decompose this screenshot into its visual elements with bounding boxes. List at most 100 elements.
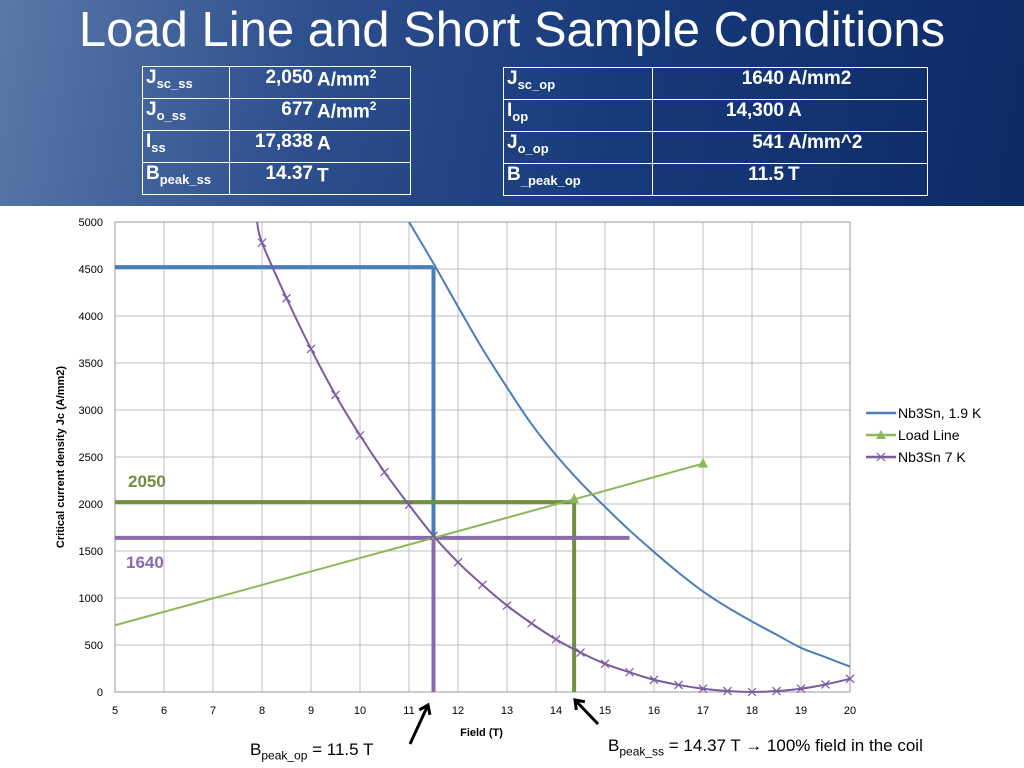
legend-item: Nb3Sn, 1.9 K (866, 405, 982, 421)
series-line-2 (256, 222, 850, 694)
y-tick-label: 3000 (79, 405, 103, 417)
table-row: Jo_ss 677 A/mm2 (142, 98, 411, 131)
nb7-marker (576, 648, 585, 657)
nb7-marker (649, 675, 659, 685)
arrow-bpeak-op (408, 702, 432, 745)
nb7-marker (772, 686, 781, 696)
param-value: 541 (652, 131, 786, 164)
nb7-marker (429, 531, 438, 541)
legend-item: Load Line (866, 427, 960, 443)
x-tick-label: 6 (161, 705, 167, 717)
nb7-marker (821, 680, 830, 689)
y-tick-label: 5000 (79, 217, 103, 229)
nb7-marker (306, 344, 316, 354)
param-unit: T (315, 162, 411, 195)
x-tick-label: 17 (697, 705, 709, 717)
table-row: Iop 14,300 A (503, 99, 928, 132)
series-line-0 (408, 222, 850, 668)
param-unit: A/mm2 (315, 66, 411, 99)
legend-label: Nb3Sn, 1.9 K (898, 405, 982, 421)
param-unit: A/mm2 (786, 67, 928, 100)
nb7-marker (331, 390, 340, 400)
param-unit: A/mm^2 (786, 131, 928, 164)
param-symbol: Jo_op (503, 131, 653, 164)
param-symbol: Iss (142, 130, 230, 163)
table-row: Bpeak_ss 14.37 T (142, 162, 411, 195)
param-value: 677 (229, 98, 315, 131)
legend-label: Load Line (898, 427, 960, 443)
nb7-marker (502, 601, 512, 610)
nb7-marker (551, 634, 561, 644)
x-tick-label: 9 (308, 705, 314, 717)
plot-frame (114, 221, 851, 693)
y-tick-label: 2500 (79, 452, 103, 464)
nb7-marker (453, 557, 463, 567)
x-tick-label: 14 (550, 705, 562, 717)
y-tick-label: 2000 (79, 499, 103, 511)
x-tick-label: 18 (746, 705, 758, 717)
nb7-marker (625, 667, 634, 677)
nb7-marker (257, 238, 267, 248)
param-value: 2,050 (229, 66, 315, 99)
param-value: 11.5 (652, 163, 786, 196)
y-tick-label: 3500 (79, 358, 103, 370)
nb7-marker (404, 500, 414, 510)
jc-field-chart: 5 6 7 8 9 10 11 12 13 14 15 16 17 18 19 20 0 500 1000 1500 2… (55, 217, 982, 745)
x-tick-label: 13 (501, 705, 513, 717)
x-tick-label: 8 (259, 705, 265, 717)
x-axis-label: Field (T) (460, 727, 503, 739)
table-row: Jsc_ss 2,050 A/mm2 (142, 66, 411, 99)
x-tick-label: 10 (354, 705, 366, 717)
nb7-marker (527, 618, 536, 628)
x-tick-label: 5 (112, 705, 118, 717)
legend-item: Nb3Sn 7 K (866, 449, 966, 465)
nb7-marker (747, 687, 757, 697)
param-unit: A (315, 130, 411, 163)
y-tick-label: 0 (97, 687, 103, 699)
param-value: 14.37 (229, 162, 315, 195)
param-value: 14,300 (652, 99, 786, 132)
param-symbol: Jsc_op (503, 67, 653, 100)
nb7-marker (845, 674, 855, 684)
nb7-marker (478, 580, 487, 590)
table-row: B_peak_op 11.5 T (503, 163, 928, 196)
x-tick-label: 11 (403, 705, 414, 717)
nb7-marker (600, 659, 610, 669)
x-tick-label: 20 (844, 705, 856, 717)
x-tick-label: 12 (452, 705, 464, 717)
y-tick-label: 500 (85, 640, 103, 652)
param-value: 17,838 (229, 130, 315, 163)
note-bpeak-ss: Bpeak_ss = 14.37 T → 100% field in the c… (608, 736, 923, 759)
slide-title: Load Line and Short Sample Conditions (78, 3, 946, 57)
nb7-marker (674, 680, 683, 690)
label-2050: 2050 (128, 472, 166, 491)
x-tick-label: 16 (648, 705, 660, 717)
nb7-marker (698, 684, 708, 694)
y-tick-label: 1000 (79, 593, 103, 605)
note-bpeak-op: Bpeak_op = 11.5 T (250, 740, 374, 763)
param-symbol: Jo_ss (142, 98, 230, 131)
param-symbol: Bpeak_ss (142, 162, 230, 195)
y-tick-label: 1500 (79, 546, 103, 558)
nb7-marker (723, 686, 732, 696)
load-line-marker (569, 493, 580, 504)
operating-table: Jsc_op 1640 A/mm2 Iop 14,300 A Jo_op 541 A/mm^2 B… (503, 67, 928, 196)
nb7-marker (355, 430, 365, 440)
param-unit: A (786, 99, 928, 132)
y-tick-label: 4500 (79, 264, 103, 276)
param-value: 1640 (652, 67, 786, 100)
load-line-marker (698, 457, 708, 468)
y-tick-label: 4000 (79, 311, 103, 323)
short-sample-table: Jsc_ss 2,050 A/mm2 Jo_ss 677 A/mm2 Iss 17,838 A B… (142, 66, 411, 195)
table-row: Iss 17,838 A (142, 130, 411, 163)
param-unit: T (786, 163, 928, 196)
param-symbol: B_peak_op (503, 163, 653, 196)
x-tick-label: 19 (795, 705, 807, 717)
nb7-marker (380, 467, 389, 477)
table-row: Jsc_op 1640 A/mm2 (503, 67, 928, 100)
x-tick-label: 7 (210, 705, 216, 717)
y-axis-label: Critical current density Jc (A/mm2) (55, 366, 67, 549)
table-row: Jo_op 541 A/mm^2 (503, 131, 928, 164)
x-tick-label: 15 (599, 705, 611, 717)
nb7-marker (282, 293, 291, 303)
